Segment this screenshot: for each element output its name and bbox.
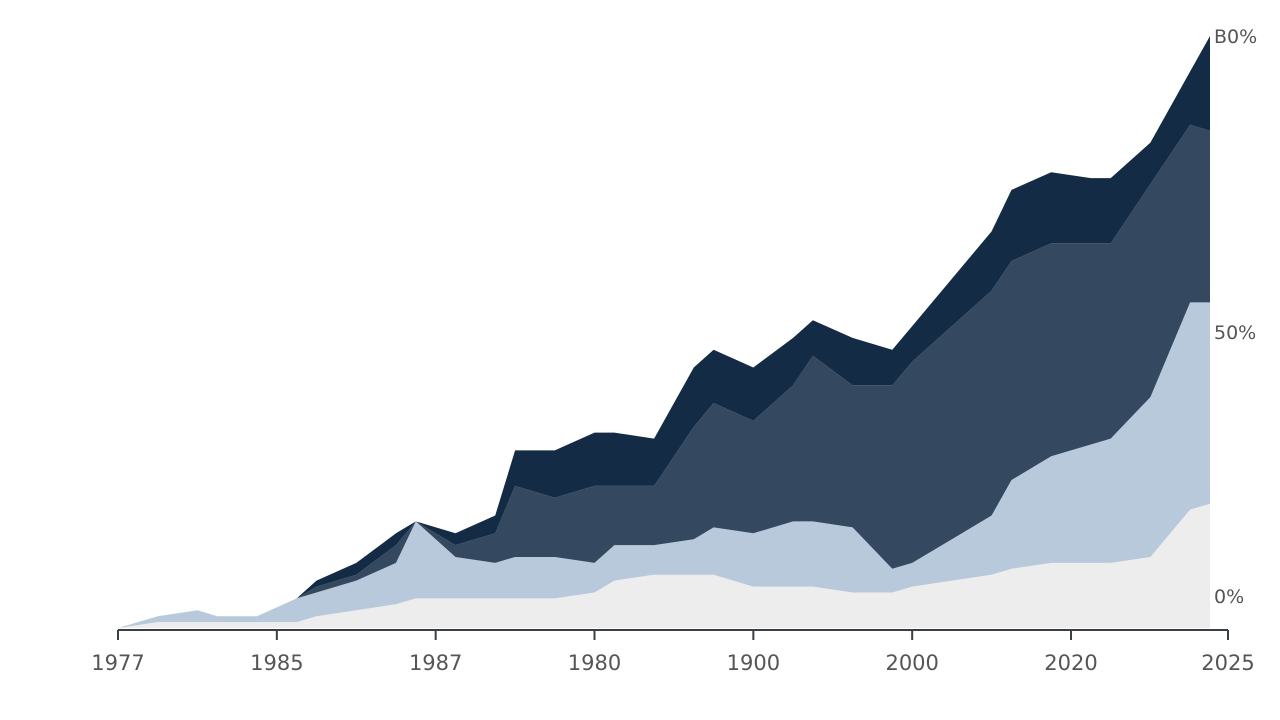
x-tick-label: 1987 [409,651,462,675]
area-series-3 [118,124,1210,629]
area-series-1 [118,503,1210,628]
x-tick-label: 1977 [91,651,144,675]
x-tick-label: 1980 [568,651,621,675]
x-tick-label: 1900 [727,651,780,675]
y-axis-labels: 0% 50% B0% [1214,26,1257,608]
x-tick-label: 1985 [250,651,303,675]
x-axis-ticks: 1977 1985 1987 1980 1900 2000 2020 2025 [91,630,1255,675]
x-tick-label: 2020 [1044,651,1097,675]
area-series-2 [118,302,1210,628]
y-tick-label: B0% [1214,26,1257,48]
series-areas [118,36,1210,629]
x-tick-label: 2025 [1201,651,1254,675]
y-tick-label: 50% [1214,322,1256,344]
x-tick-label: 2000 [885,651,938,675]
y-tick-label: 0% [1214,586,1244,608]
